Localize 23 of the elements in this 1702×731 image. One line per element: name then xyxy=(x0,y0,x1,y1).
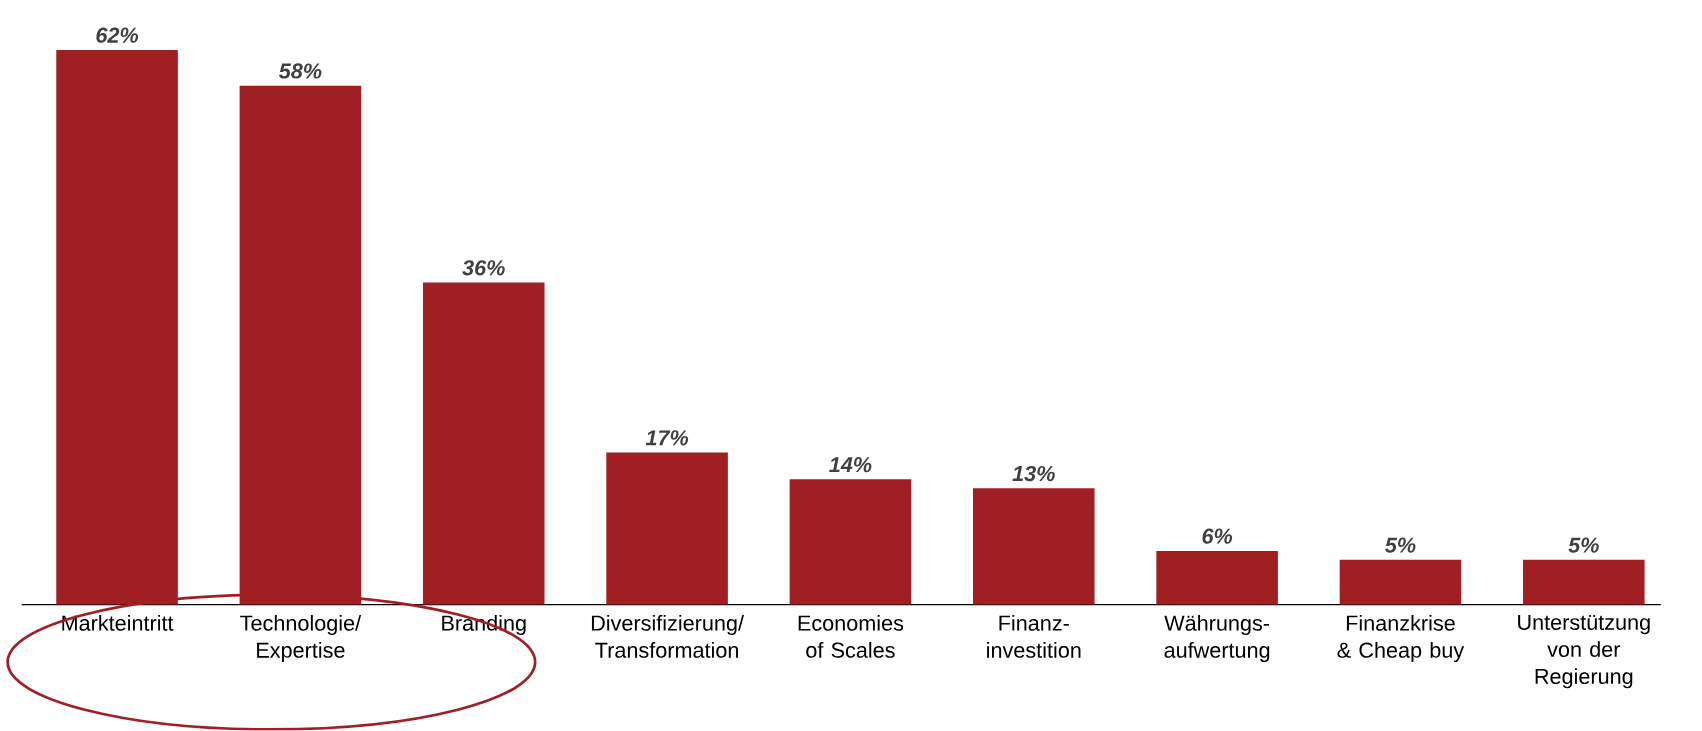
data-label: 5% xyxy=(1568,537,1599,554)
data-label: 6% xyxy=(1202,528,1233,545)
bar xyxy=(1339,560,1462,605)
bar xyxy=(972,488,1095,605)
x-tick-label: Technologie/ Expertise xyxy=(240,615,362,663)
data-label: 62% xyxy=(96,27,139,44)
x-tick-label: Finanz-investition xyxy=(987,615,1081,659)
data-label: 17% xyxy=(645,430,689,446)
x-tick-label: Markteintritt xyxy=(62,615,174,632)
x-tick-label: Economies of Scales xyxy=(798,615,904,659)
data-label: 58% xyxy=(278,63,322,79)
data-label: 5% xyxy=(1385,537,1416,554)
x-tick-label: Währungs-aufwertung xyxy=(1164,615,1270,663)
bar xyxy=(606,452,728,605)
bar xyxy=(1523,560,1645,605)
data-label: 13% xyxy=(1012,466,1055,482)
bar xyxy=(789,479,912,605)
x-tick-label: Diversifizierung/ Transformation xyxy=(591,615,744,659)
x-tick-label: Unterstützung von der Regierung xyxy=(1518,615,1650,689)
data-label: 36% xyxy=(462,260,505,276)
data-label: 14% xyxy=(829,457,872,473)
bar xyxy=(1156,551,1278,605)
x-tick-label: Finanzkrise & Cheap buy xyxy=(1337,615,1465,663)
